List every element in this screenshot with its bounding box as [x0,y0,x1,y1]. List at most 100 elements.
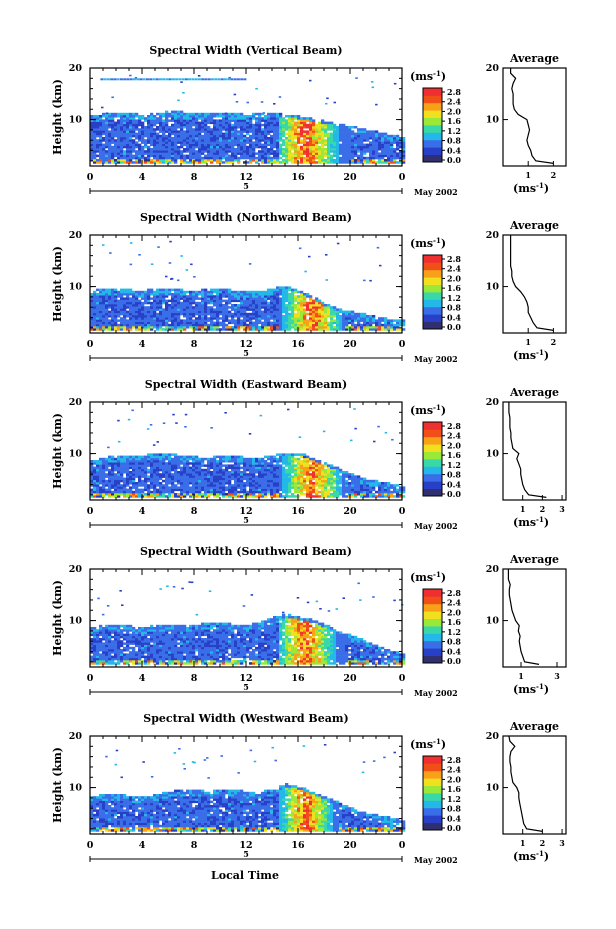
heatmap-cell [90,117,94,120]
heatmap-cell [177,482,181,485]
heatmap-cell [204,326,208,329]
heatmap-cell [237,460,241,463]
heatmap-cell [222,468,226,472]
heatmap-cell [120,490,124,494]
heatmap-cell [222,464,226,467]
heatmap-cell [189,119,193,122]
heatmap-cell [330,139,334,142]
heatmap-cell [384,150,388,153]
heatmap-cell [342,148,346,151]
heatmap-cell [222,141,226,144]
heatmap-cell [273,152,277,155]
heatmap-cell [321,319,325,322]
heatmap-cell [246,460,250,463]
heatmap-cell [105,128,109,131]
heatmap-cell [336,315,340,318]
heatmap-cell [351,315,355,318]
heatmap-cell [246,462,250,465]
heatmap-cell [204,78,208,81]
heatmap-cell [123,143,127,147]
heatmap-cell [198,457,202,461]
heatmap-cell [243,137,247,140]
heatmap-cell [210,143,214,147]
heatmap-cell [282,306,286,309]
heatmap-cell [264,321,268,325]
heatmap-cell [198,308,202,311]
heatmap-cell [252,490,256,494]
heatmap-cell [237,156,241,160]
heatmap-cell [192,308,196,311]
heatmap-cell [204,297,208,300]
heatmap-cell [357,132,361,136]
heatmap-cell [114,479,118,483]
heatmap-cell [126,128,130,131]
heatmap-cell [105,308,109,311]
heatmap-cell [264,132,268,136]
heatmap-cell [153,295,157,298]
heatmap-cell [261,152,265,155]
heatmap-cell [216,319,220,322]
heatmap-cell [135,143,139,147]
heatmap-cell [183,326,187,329]
heatmap-cell [120,121,124,125]
colorbar-tick-label: 2.4 [447,97,461,107]
heatmap-cell [393,319,397,322]
heatmap-cell [141,455,145,459]
heatmap-cell [189,143,193,147]
heatmap-cell [243,326,247,329]
heatmap-cell [225,295,229,298]
heatmap-cell [99,130,103,133]
heatmap-cell [213,141,217,144]
heatmap-cell [174,115,178,118]
heatmap-cell [267,148,271,151]
heatmap-cell [324,159,328,162]
heatmap-cell [279,130,283,133]
heatmap-cell [192,455,196,459]
heatmap-cell [153,143,157,147]
heatmap-cell [306,148,310,151]
heatmap-cell [273,308,277,311]
heatmap-cell [123,139,127,142]
heatmap-cell [213,134,217,138]
heatmap-cell [99,295,103,298]
heatmap-cell [162,455,166,459]
heatmap-cell [117,134,121,138]
heatmap-cell [219,297,223,300]
heatmap-cell [282,328,286,331]
heatmap-cell [288,293,292,296]
heatmap-cell [234,141,238,144]
heatmap-cell [219,490,223,494]
heatmap-cell [108,159,112,162]
heatmap-cell [117,132,121,136]
heatmap-cell [210,152,214,155]
heatmap-cell [117,306,121,309]
heatmap-cell [252,126,256,129]
heatmap-cell [393,328,397,331]
heatmap-cell [108,304,112,307]
heatmap-cell [105,326,109,329]
heatmap-cell [114,152,118,155]
heatmap-cell [150,148,154,151]
heatmap-cell [366,159,370,162]
heatmap-cell [111,326,115,329]
heatmap-cell [123,152,127,155]
heatmap-cell [261,328,265,331]
heatmap-cell [306,323,310,327]
heatmap-cell [171,306,175,309]
heatmap-cell [159,453,163,456]
heatmap-cell [267,312,271,316]
heatmap-cell [306,119,310,122]
heatmap-cell [248,263,252,265]
heatmap-cell [249,141,253,144]
heatmap-cell [90,145,94,149]
heatmap-cell [117,464,121,467]
heatmap-cell [288,321,292,325]
heatmap-cell [159,290,163,294]
heatmap-cell [288,288,292,292]
heatmap-cell [210,115,214,118]
heatmap-cell [153,471,157,474]
heatmap-cell [126,326,130,329]
heatmap-cell [240,473,244,476]
heatmap-cell [294,315,298,318]
heatmap-cell [129,323,133,327]
